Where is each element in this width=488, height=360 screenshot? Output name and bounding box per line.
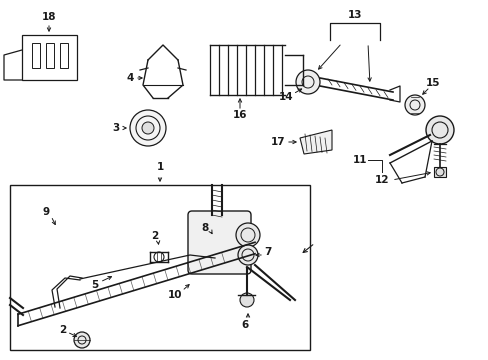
- Circle shape: [236, 223, 260, 247]
- Text: 7: 7: [264, 247, 271, 257]
- Text: 10: 10: [167, 290, 182, 300]
- Circle shape: [238, 245, 258, 265]
- Text: 5: 5: [91, 280, 99, 290]
- Text: 2: 2: [151, 231, 158, 241]
- Text: 4: 4: [126, 73, 133, 83]
- Text: 15: 15: [425, 78, 439, 88]
- FancyBboxPatch shape: [187, 211, 250, 274]
- Bar: [22, 35, 77, 80]
- Text: 3: 3: [112, 123, 120, 133]
- Text: 9: 9: [42, 207, 49, 217]
- Bar: [60, 43, 68, 68]
- Circle shape: [295, 70, 319, 94]
- Text: 2: 2: [59, 325, 66, 335]
- Polygon shape: [433, 167, 445, 177]
- Circle shape: [240, 293, 253, 307]
- Bar: [46, 43, 54, 68]
- Text: 16: 16: [232, 110, 247, 120]
- Bar: [32, 43, 40, 68]
- Text: 18: 18: [41, 12, 56, 22]
- Polygon shape: [299, 130, 331, 154]
- Text: 17: 17: [270, 137, 285, 147]
- Bar: [10, 185, 309, 350]
- Text: 12: 12: [374, 175, 388, 185]
- Text: 11: 11: [352, 155, 366, 165]
- Text: 14: 14: [278, 92, 293, 102]
- Text: 8: 8: [201, 223, 208, 233]
- Circle shape: [142, 122, 154, 134]
- Circle shape: [425, 116, 453, 144]
- Text: 13: 13: [347, 10, 362, 20]
- Circle shape: [74, 332, 90, 348]
- Circle shape: [130, 110, 165, 146]
- Text: 6: 6: [241, 320, 248, 330]
- Text: 1: 1: [156, 162, 163, 172]
- Circle shape: [404, 95, 424, 115]
